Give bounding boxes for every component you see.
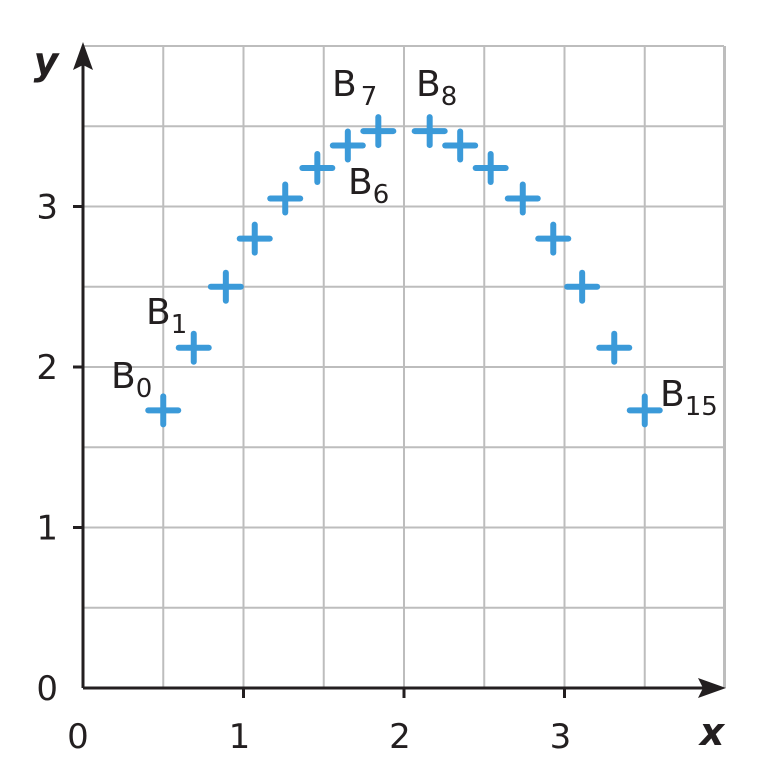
- x-tick-label-1: 1: [229, 717, 251, 757]
- x-tick-label-3: 3: [550, 717, 572, 757]
- y-axis-title: y: [34, 39, 61, 83]
- data-point-marker: [236, 221, 273, 256]
- x-tick-label-0: 0: [67, 717, 89, 757]
- data-point-marker: [329, 128, 366, 163]
- data-point-marker: [207, 269, 244, 304]
- point-label-b8: B8: [416, 64, 457, 112]
- y-tick-label-1: 1: [36, 509, 58, 549]
- data-point-marker: [175, 330, 212, 365]
- point-label-b15: B15: [660, 374, 718, 422]
- data-point-marker: [411, 114, 448, 149]
- data-point-marker: [145, 393, 182, 428]
- data-point-marker: [626, 393, 663, 428]
- data-point-marker: [472, 150, 509, 185]
- data-point-marker: [564, 269, 601, 304]
- data-point-marker: [299, 150, 336, 185]
- y-tick-label-2: 2: [36, 348, 58, 388]
- axes: [73, 42, 726, 698]
- point-label-b6: B6: [348, 162, 389, 210]
- tick-marks: [73, 205, 566, 698]
- point-label-b0: B0: [111, 356, 152, 404]
- y-axis-arrow: [73, 42, 93, 70]
- data-point-marker: [267, 181, 304, 216]
- x-tick-label-2: 2: [389, 717, 411, 757]
- data-point-marker: [442, 128, 479, 163]
- x-axis-arrow: [698, 678, 726, 698]
- data-point-marker: [504, 181, 541, 216]
- data-point-marker: [535, 221, 572, 256]
- y-tick-label-0: 0: [36, 669, 58, 709]
- tick-labels: 0 1 2 3 0 1 2 3: [36, 188, 571, 758]
- point-label-b1: B1: [146, 292, 187, 340]
- data-point-marker: [360, 114, 397, 149]
- y-tick-label-3: 3: [36, 188, 58, 228]
- grid: [83, 45, 726, 688]
- x-axis-title: x: [698, 710, 726, 754]
- data-points: [145, 114, 663, 428]
- data-point-marker: [596, 330, 633, 365]
